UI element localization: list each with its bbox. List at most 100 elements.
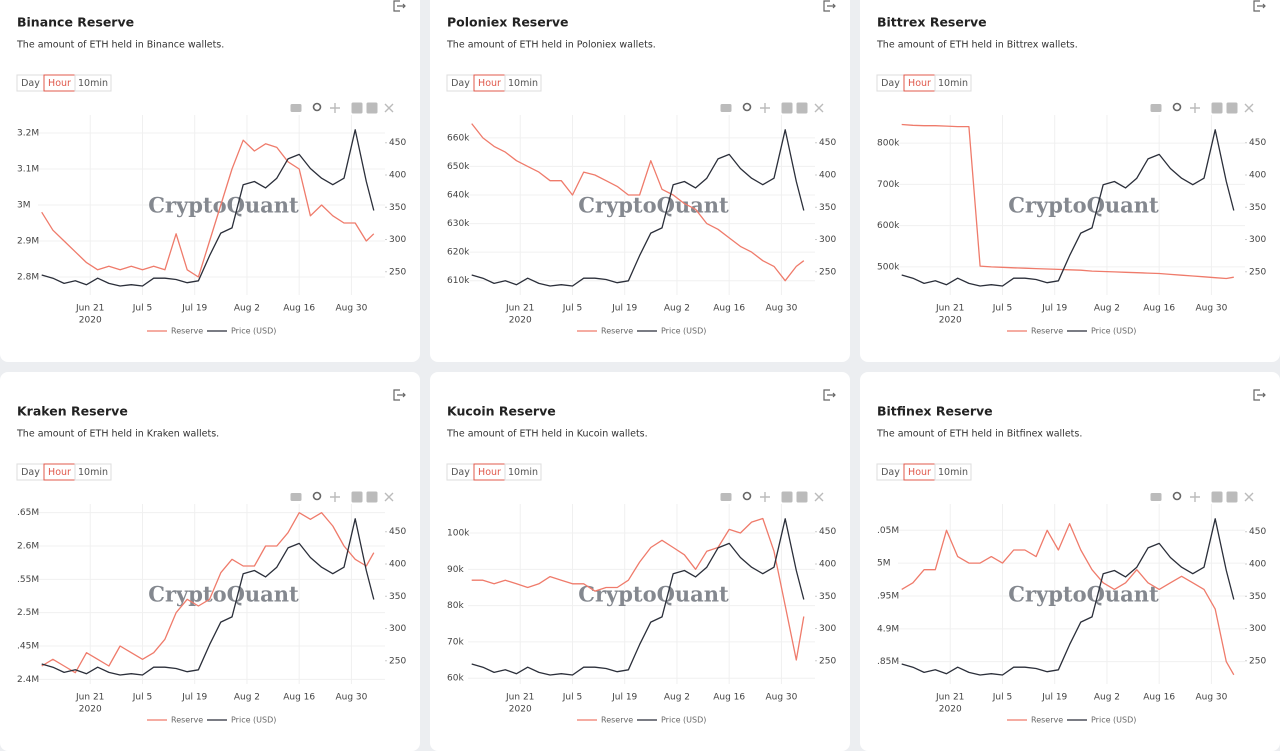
- x-tick-label: Aug 30: [335, 693, 367, 703]
- interval-button[interactable]: 10min: [504, 74, 542, 92]
- export-icon[interactable]: [393, 0, 406, 12]
- series-line: [901, 518, 1235, 676]
- button-label[interactable]: Day: [881, 467, 900, 478]
- button-label[interactable]: 10min: [938, 78, 968, 89]
- y-tick-label: 620k: [447, 248, 470, 258]
- zoom-in-icon[interactable]: [781, 491, 793, 503]
- pan-icon[interactable]: [330, 492, 340, 502]
- button-label[interactable]: Hour: [908, 78, 931, 89]
- reset-icon[interactable]: [814, 492, 824, 502]
- y-tick-label: 660k: [447, 133, 470, 143]
- zoom-in-icon[interactable]: [351, 102, 363, 114]
- interval-button[interactable]: Day: [446, 74, 475, 92]
- button-label[interactable]: Day: [881, 78, 900, 89]
- y2-tick-label: 250: [1249, 656, 1266, 666]
- interval-button[interactable]: Day: [876, 463, 905, 481]
- camera-icon[interactable]: [290, 493, 302, 501]
- series-line: [901, 123, 1234, 280]
- button-label[interactable]: Day: [21, 467, 40, 478]
- camera-icon[interactable]: [1150, 493, 1162, 501]
- legend-label: Reserve: [171, 716, 203, 725]
- x-tick-label: Aug 16: [713, 693, 745, 703]
- button-label[interactable]: Day: [451, 78, 470, 89]
- legend-label: Reserve: [601, 327, 633, 336]
- interval-button[interactable]: Hour: [43, 74, 76, 92]
- zoom-icon[interactable]: [742, 102, 752, 112]
- button-label[interactable]: Hour: [48, 78, 71, 89]
- interval-button[interactable]: Hour: [903, 463, 936, 481]
- pan-icon[interactable]: [1190, 103, 1200, 113]
- camera-icon[interactable]: [1150, 104, 1162, 112]
- zoom-icon[interactable]: [742, 491, 752, 501]
- button-label[interactable]: Hour: [478, 78, 501, 89]
- reset-icon[interactable]: [814, 103, 824, 113]
- watermark: CryptoQuant: [148, 582, 299, 607]
- zoom-icon[interactable]: [1172, 491, 1182, 501]
- zoom-out-icon[interactable]: [796, 491, 808, 503]
- export-icon[interactable]: [1253, 389, 1266, 401]
- camera-icon[interactable]: [720, 104, 732, 112]
- reset-icon[interactable]: [1244, 103, 1254, 113]
- camera-icon[interactable]: [720, 493, 732, 501]
- interval-button[interactable]: Day: [16, 74, 45, 92]
- export-icon[interactable]: [393, 389, 406, 401]
- interval-button[interactable]: Day: [876, 74, 905, 92]
- pan-icon[interactable]: [760, 492, 770, 502]
- reset-icon[interactable]: [1244, 492, 1254, 502]
- interval-button[interactable]: Hour: [43, 463, 76, 481]
- zoom-in-icon[interactable]: [351, 491, 363, 503]
- x-tick-label: Jul 5: [562, 304, 582, 314]
- export-glyph: [393, 389, 406, 401]
- interval-button[interactable]: 10min: [74, 463, 112, 481]
- zoom-out-icon[interactable]: [366, 102, 378, 114]
- interval-button[interactable]: Day: [16, 463, 45, 481]
- export-icon[interactable]: [823, 0, 836, 12]
- x-tick-year: 2020: [79, 316, 102, 326]
- interval-button[interactable]: Hour: [473, 74, 506, 92]
- x-tick-label: Aug 16: [1143, 693, 1175, 703]
- interval-button[interactable]: 10min: [934, 463, 972, 481]
- button-label[interactable]: 10min: [508, 78, 538, 89]
- button-label[interactable]: Hour: [478, 467, 501, 478]
- interval-button[interactable]: 10min: [504, 463, 542, 481]
- zoom-icon[interactable]: [1172, 102, 1182, 112]
- zoom-out-icon[interactable]: [796, 102, 808, 114]
- export-icon[interactable]: [1253, 0, 1266, 12]
- x-tick-year: 2020: [509, 705, 532, 715]
- interval-button[interactable]: Hour: [473, 463, 506, 481]
- zoom-out-icon[interactable]: [1226, 102, 1238, 114]
- y-tick-label: 80k: [447, 601, 464, 611]
- interval-button[interactable]: 10min: [74, 74, 112, 92]
- export-icon[interactable]: [823, 389, 836, 401]
- zoom-in-icon[interactable]: [1211, 491, 1223, 503]
- button-label[interactable]: Hour: [48, 467, 71, 478]
- pan-icon[interactable]: [330, 103, 340, 113]
- camera-icon[interactable]: [290, 104, 302, 112]
- button-label[interactable]: Day: [451, 467, 470, 478]
- legend-label: Reserve: [601, 716, 633, 725]
- export-glyph: [1253, 389, 1266, 401]
- series-line: [901, 523, 1235, 676]
- zoom-icon[interactable]: [312, 491, 322, 501]
- button-label[interactable]: Hour: [908, 467, 931, 478]
- button-label[interactable]: 10min: [78, 467, 108, 478]
- zoom-out-icon[interactable]: [1226, 491, 1238, 503]
- interval-button[interactable]: 10min: [934, 74, 972, 92]
- chart-subtitle: The amount of ETH held in Bitfinex walle…: [876, 429, 1082, 440]
- reset-icon[interactable]: [384, 492, 394, 502]
- y-tick-label: .85M: [877, 657, 899, 667]
- button-label[interactable]: 10min: [508, 467, 538, 478]
- button-label[interactable]: Day: [21, 78, 40, 89]
- button-label[interactable]: 10min: [938, 467, 968, 478]
- reset-icon[interactable]: [384, 103, 394, 113]
- pan-icon[interactable]: [1190, 492, 1200, 502]
- zoom-icon[interactable]: [312, 102, 322, 112]
- zoom-in-icon[interactable]: [1211, 102, 1223, 114]
- pan-icon[interactable]: [760, 103, 770, 113]
- zoom-in-icon[interactable]: [781, 102, 793, 114]
- button-label[interactable]: 10min: [78, 78, 108, 89]
- chart-toolbar: [720, 102, 824, 114]
- interval-button[interactable]: Day: [446, 463, 475, 481]
- interval-button[interactable]: Hour: [903, 74, 936, 92]
- zoom-out-icon[interactable]: [366, 491, 378, 503]
